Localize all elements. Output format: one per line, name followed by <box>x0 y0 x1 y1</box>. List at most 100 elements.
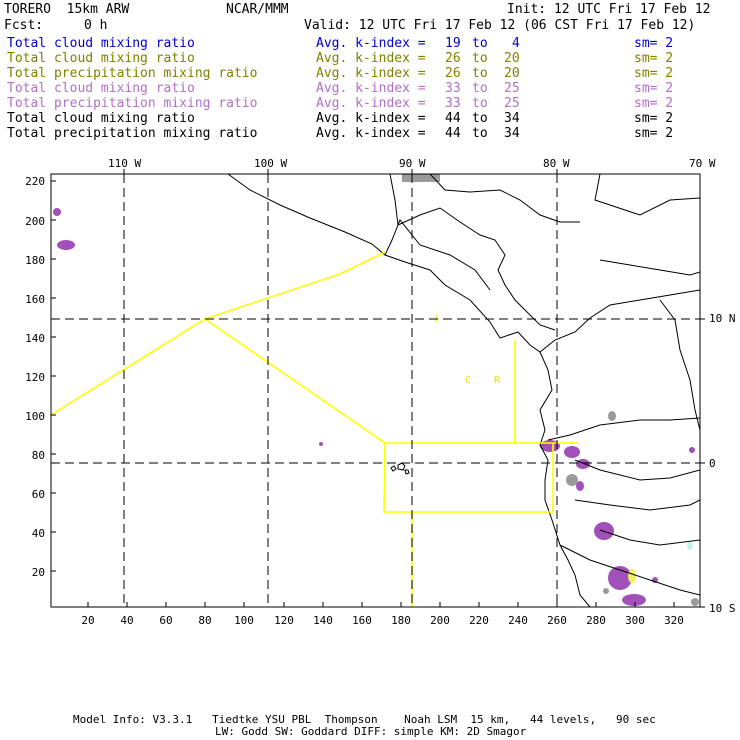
x-tick-label: 160 <box>352 614 372 627</box>
legend-to-word: to <box>472 51 488 66</box>
x-tick-label: 280 <box>586 614 606 627</box>
legend-sm: sm= 2 <box>634 81 674 96</box>
organization: NCAR/MMM <box>226 2 289 17</box>
legend-kindex: Avg. k-index = <box>316 36 426 51</box>
legend-to: 20 <box>504 51 520 66</box>
lon-label: 90 W <box>399 157 426 170</box>
frame-ticks <box>51 169 705 608</box>
x-tick-label: 300 <box>625 614 645 627</box>
precip-patch <box>687 542 693 550</box>
y-tick-label: 120 <box>25 371 45 384</box>
y-tick-label: 40 <box>32 527 45 540</box>
legend-from: 19 <box>445 36 461 51</box>
legend-sm: sm= 2 <box>634 36 674 51</box>
legend-to: 34 <box>504 126 520 141</box>
cloud-patch <box>564 446 580 458</box>
precip-patch <box>628 569 636 583</box>
x-tick-label: 120 <box>274 614 294 627</box>
x-tick-label: 220 <box>469 614 489 627</box>
legend-from: 44 <box>445 111 461 126</box>
x-tick-label: 140 <box>313 614 333 627</box>
legend-to-word: to <box>472 111 488 126</box>
legend-sm: sm= 2 <box>634 66 674 81</box>
legend-from: 26 <box>445 66 461 81</box>
y-tick-label: 160 <box>25 293 45 306</box>
legend-field: Total cloud mixing ratio <box>7 111 195 126</box>
y-tick-label: 100 <box>25 410 45 423</box>
model-info-line: Model Info: V3.3.1 Tiedtke YSU PBL Thomp… <box>73 713 656 726</box>
legend-sm: sm= 2 <box>634 51 674 66</box>
precip-gray-patches <box>402 174 699 606</box>
y-tick-label: 80 <box>32 449 45 462</box>
lon-label: 110 W <box>108 157 141 170</box>
forecast-hour: 0 h <box>84 18 108 33</box>
legend-sm: sm= 2 <box>634 96 674 111</box>
x-tick-label: 260 <box>547 614 567 627</box>
legend-row: Total cloud mixing ratio Avg. k-index = … <box>7 81 727 96</box>
x-tick-label: 100 <box>234 614 254 627</box>
legend-kindex: Avg. k-index = <box>316 81 426 96</box>
cloud-patch <box>57 240 75 250</box>
lat-label: 10 N <box>709 312 736 325</box>
lon-label: 100 W <box>254 157 287 170</box>
x-tick-label: 320 <box>664 614 684 627</box>
lat-label: 0 <box>709 457 716 470</box>
map-frame <box>50 173 701 608</box>
cloud-patch <box>622 594 646 606</box>
legend-to: 25 <box>504 96 520 111</box>
y-axis-ticks: 220 200 180 160 140 120 100 80 60 40 20 <box>25 175 45 579</box>
legend-to-word: to <box>472 126 488 141</box>
cloud-patches <box>53 208 695 606</box>
y-tick-label: 20 <box>32 566 45 579</box>
x-tick-label: 80 <box>198 614 211 627</box>
legend-field: Total precipitation mixing ratio <box>7 126 258 141</box>
legend-kindex: Avg. k-index = <box>316 126 426 141</box>
legend-field: Total precipitation mixing ratio <box>7 66 258 81</box>
valid-time: Valid: 12 UTC Fri 17 Feb 12 (06 CST Fri … <box>304 18 696 33</box>
x-tick-label: 60 <box>159 614 172 627</box>
fir-boundaries <box>51 251 578 607</box>
legend-to: 34 <box>504 111 520 126</box>
init-time: Init: 12 UTC Fri 17 Feb 12 <box>507 2 711 17</box>
model-title: TORERO 15km ARW <box>4 2 130 17</box>
x-tick-label: 40 <box>120 614 133 627</box>
legend-to-word: to <box>472 66 488 81</box>
x-tick-label: 180 <box>391 614 411 627</box>
y-tick-label: 140 <box>25 332 45 345</box>
x-tick-label: 20 <box>81 614 94 627</box>
cloud-patch <box>576 459 590 469</box>
x-axis-ticks: 20 40 60 80 100 120 140 160 180 200 220 … <box>81 614 684 627</box>
lat-label: 10 S <box>709 602 736 615</box>
cloud-patch <box>53 208 61 216</box>
legend-from: 44 <box>445 126 461 141</box>
legend-kindex: Avg. k-index = <box>316 111 426 126</box>
x-tick-label: 240 <box>508 614 528 627</box>
legend-kindex: Avg. k-index = <box>316 66 426 81</box>
legend-row: Total cloud mixing ratio Avg. k-index = … <box>7 51 727 66</box>
legend-sm: sm= 2 <box>634 111 674 126</box>
legend-from: 33 <box>445 96 461 111</box>
legend-kindex: Avg. k-index = <box>316 51 426 66</box>
y-tick-label: 200 <box>25 215 45 228</box>
legend-row: Total cloud mixing ratio Avg. k-index = … <box>7 36 727 51</box>
legend-to: 4 <box>512 36 520 51</box>
legend-row: Total cloud mixing ratio Avg. k-index = … <box>7 111 727 126</box>
legend-from: 26 <box>445 51 461 66</box>
legend-field: Total cloud mixing ratio <box>7 81 195 96</box>
coastlines <box>227 174 700 607</box>
legend-from: 33 <box>445 81 461 96</box>
lon-label: 80 W <box>543 157 570 170</box>
legend-to-word: to <box>472 96 488 111</box>
lon-label: 70 W <box>689 157 716 170</box>
forecast-label: Fcst: <box>4 18 44 33</box>
y-tick-label: 220 <box>25 175 45 188</box>
physics-info-line: LW: Godd SW: Goddard DIFF: simple KM: 2D… <box>215 725 527 738</box>
legend-to-word: to <box>472 36 488 51</box>
legend-field: Total cloud mixing ratio <box>7 36 195 51</box>
graticule <box>51 174 700 607</box>
y-tick-label: 180 <box>25 254 45 267</box>
precip-patch <box>691 598 699 606</box>
legend-kindex: Avg. k-index = <box>316 96 426 111</box>
legend-to: 20 <box>504 66 520 81</box>
